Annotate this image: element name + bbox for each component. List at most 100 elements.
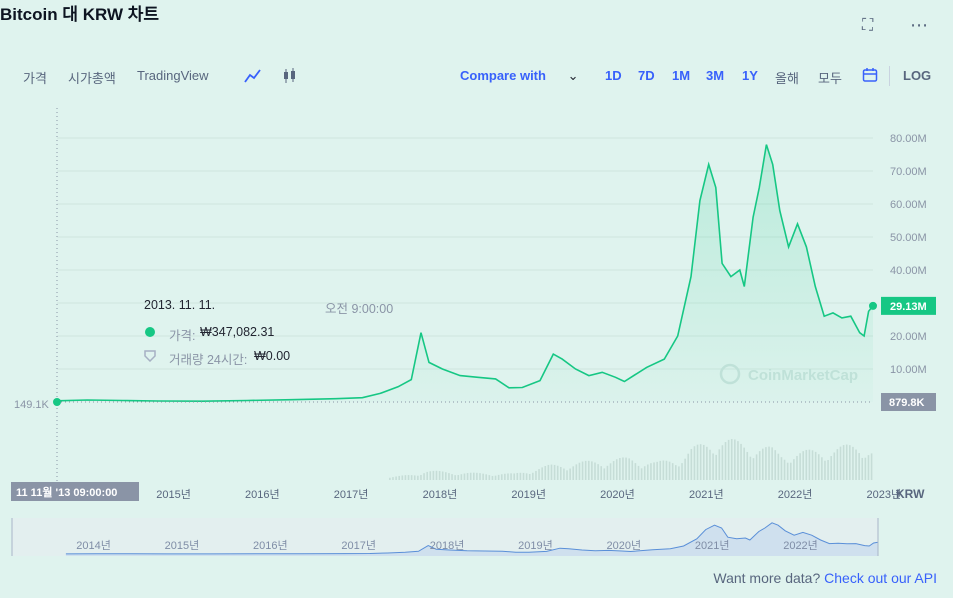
range-ytd[interactable]: 올해 xyxy=(775,71,799,86)
x-tick-label: 2020년 xyxy=(600,488,635,501)
volume-bar xyxy=(504,473,506,480)
volume-bar xyxy=(600,466,603,480)
volume-bar xyxy=(556,465,559,480)
navigator-tick-label: 2015년 xyxy=(165,539,200,552)
volume-bar xyxy=(454,475,456,480)
volume-bar xyxy=(774,450,777,480)
volume-bar xyxy=(451,474,453,480)
volume-bar xyxy=(796,455,798,480)
volume-bar xyxy=(485,474,488,480)
more-options-icon[interactable]: ⋯ xyxy=(910,15,929,35)
y-tick-label: 20.00M xyxy=(890,331,927,343)
volume-bar xyxy=(727,439,730,480)
volume-bar xyxy=(435,470,438,480)
volume-bar xyxy=(690,448,693,480)
volume-bar xyxy=(479,473,481,480)
volume-bar xyxy=(858,453,860,480)
volume-bar xyxy=(762,448,764,480)
volume-bar xyxy=(625,457,627,480)
range-1d[interactable]: 1D xyxy=(605,68,622,83)
volume-bar xyxy=(584,460,587,480)
tab-price[interactable]: 가격 xyxy=(23,71,47,86)
volume-bar xyxy=(401,475,404,480)
tooltip-volume-label: 거래량 24시간: xyxy=(169,353,248,367)
volume-bar xyxy=(780,457,783,480)
volume-bar xyxy=(510,473,512,480)
y-gridlines xyxy=(57,137,873,370)
current-value-badge xyxy=(881,296,936,315)
x-tick-label: 2021년 xyxy=(689,488,724,501)
y-axis: 10.00M20.00M30.00M40.00M50.00M60.00M70.0… xyxy=(890,133,927,376)
volume-bar xyxy=(805,449,808,480)
volume-bar xyxy=(752,458,755,480)
volume-bar xyxy=(833,452,836,480)
volume-bar xyxy=(491,475,494,480)
range-1y[interactable]: 1Y xyxy=(742,68,758,83)
volume-bar xyxy=(671,463,674,480)
volume-bar xyxy=(603,468,606,480)
volume-bar xyxy=(852,446,854,480)
candlestick-icon[interactable] xyxy=(283,67,297,85)
volume-bar xyxy=(802,451,805,480)
volume-shield-icon xyxy=(144,350,156,362)
volume-bar xyxy=(839,446,842,480)
volume-bar xyxy=(845,444,848,480)
volume-bar xyxy=(811,450,814,480)
volume-bar xyxy=(628,458,630,480)
volume-bar xyxy=(581,461,584,480)
line-chart-icon[interactable] xyxy=(244,68,262,84)
volume-bar xyxy=(715,454,717,480)
y-tick-label: 10.00M xyxy=(890,364,927,376)
volume-bar xyxy=(799,453,801,480)
volume-bar xyxy=(606,465,609,480)
volume-bar xyxy=(575,464,578,480)
range-1m[interactable]: 1M xyxy=(672,68,691,83)
y-tick-label: 80.00M xyxy=(890,133,927,145)
volume-bar xyxy=(519,472,522,480)
volume-bar xyxy=(771,447,773,480)
volume-bar xyxy=(538,469,540,480)
volume-bar xyxy=(656,461,658,480)
range-7d[interactable]: 7D xyxy=(638,68,655,83)
tab-tradingview[interactable]: TradingView xyxy=(137,68,209,83)
log-scale-toggle[interactable]: LOG xyxy=(903,68,932,83)
volume-bar xyxy=(724,442,727,480)
volume-bar xyxy=(445,472,447,480)
fullscreen-icon[interactable]: ⛶ xyxy=(862,17,874,34)
volume-bar xyxy=(460,474,463,480)
volume-bar xyxy=(870,453,873,480)
x-tick-label: 2015년 xyxy=(156,488,191,501)
navigator-tick-label: 2019년 xyxy=(518,539,553,552)
range-3m[interactable]: 3M xyxy=(706,68,725,83)
crosshair-date-badge xyxy=(11,482,139,501)
volume-bar xyxy=(482,473,484,480)
api-link[interactable]: Check out our API xyxy=(824,570,937,586)
navigator-tick-label: 2016년 xyxy=(253,539,288,552)
volume-bar xyxy=(814,451,817,480)
volume-bar xyxy=(827,459,829,480)
price-dot-icon xyxy=(145,327,155,337)
current-value-label: 29.13M xyxy=(890,301,927,313)
navigator-tick-label: 2020년 xyxy=(606,539,641,552)
volume-bar xyxy=(650,463,652,480)
volume-bar xyxy=(734,439,736,480)
volume-bar xyxy=(612,461,615,480)
range-all[interactable]: 모두 xyxy=(818,71,842,86)
calendar-icon[interactable] xyxy=(862,67,878,83)
volume-bar xyxy=(463,473,466,480)
volume-bar xyxy=(594,462,596,480)
volume-bar xyxy=(662,460,665,480)
volume-bar xyxy=(466,473,469,480)
volume-bar xyxy=(867,455,870,480)
tab-market-cap[interactable]: 시가총액 xyxy=(68,71,116,86)
hover-tooltip: 2013. 11. 11. 오전 9:00:00 가격: ₩347,082.31… xyxy=(140,292,402,370)
volume-bar xyxy=(488,475,491,480)
volume-bar xyxy=(413,475,416,480)
volume-bar xyxy=(855,449,857,480)
navigator-area xyxy=(65,522,878,556)
x-tick-label: 2018년 xyxy=(423,488,458,501)
navigator-tick-label: 2014년 xyxy=(76,539,111,552)
compare-with-dropdown[interactable]: Compare with ⌄ xyxy=(460,68,579,84)
volume-bar xyxy=(634,463,637,480)
